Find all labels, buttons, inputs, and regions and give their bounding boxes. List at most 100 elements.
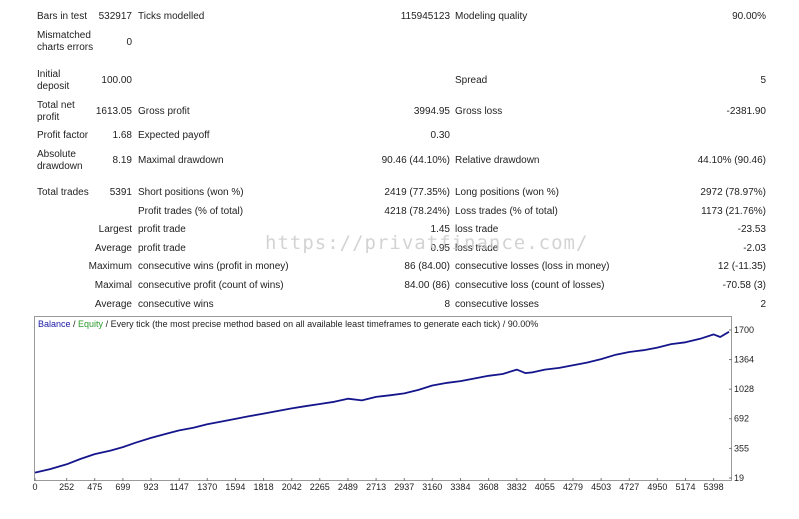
chart-title-rest: / Every tick (the most precise method ba…: [103, 319, 539, 329]
average-profit-label: profit trade: [138, 243, 186, 254]
x-tick-label: 5174: [675, 482, 695, 492]
total-trades-label: Total trades: [37, 187, 89, 198]
bars-in-test-value: 532917: [98, 11, 132, 22]
initial-deposit-value: 100.00: [101, 75, 132, 86]
chart-title: Balance / Equity / Every tick (the most …: [38, 319, 538, 329]
chart-title-sep: /: [70, 319, 79, 329]
avg-cons-wins-value: 8: [444, 299, 450, 310]
x-tick-label: 923: [144, 482, 159, 492]
x-tick-label: 3384: [450, 482, 470, 492]
y-tick-label: 1028: [734, 384, 754, 394]
mismatched-label: Mismatched charts errors: [37, 30, 94, 53]
relative-drawdown-label: Relative drawdown: [455, 155, 540, 166]
x-tick-label: 3608: [479, 482, 499, 492]
profit-factor-label: Profit factor: [37, 130, 89, 141]
spread-value: 5: [760, 75, 766, 86]
x-tick-label: 1594: [225, 482, 245, 492]
modeling-quality-value: 90.00%: [732, 11, 766, 22]
bars-in-test-label: Bars in test: [37, 11, 88, 22]
y-tick-label: 1700: [734, 325, 754, 335]
relative-drawdown-value: 44.10% (90.46): [697, 155, 766, 166]
spread-label: Spread: [455, 75, 488, 86]
x-tick-label: 2713: [366, 482, 386, 492]
ticks-modelled-value: 115945123: [400, 11, 450, 22]
average-label: Average: [94, 243, 132, 254]
maximum-label: Maximum: [88, 261, 132, 272]
maximal-label: Maximal: [94, 280, 132, 291]
absolute-drawdown-value: 8.19: [112, 155, 132, 166]
maximal-cons-loss-value: -70.58 (3): [722, 280, 766, 291]
profit-trades-value: 4218 (78.24%): [384, 206, 450, 217]
largest-label: Largest: [98, 224, 132, 235]
profit-trades-label: Profit trades (% of total): [138, 206, 244, 217]
x-tick-label: 4950: [647, 482, 667, 492]
average-profit-value: 0.95: [430, 243, 450, 254]
maximal-drawdown-value: 90.46 (44.10%): [381, 155, 450, 166]
x-tick-label: 2489: [338, 482, 358, 492]
loss-trades-value: 1173 (21.76%): [701, 206, 766, 217]
chart-plot-area: [34, 316, 732, 481]
x-tick-label: 2265: [310, 482, 330, 492]
gross-profit-label: Gross profit: [138, 106, 190, 117]
long-positions-label: Long positions (won %): [455, 187, 559, 198]
profit-factor-value: 1.68: [112, 130, 132, 141]
total-net-profit-label: Total net profit: [37, 100, 75, 123]
avg-cons-wins-label: consecutive wins: [138, 299, 214, 310]
total-trades-value: 5391: [109, 187, 132, 198]
x-tick-label: 3832: [507, 482, 527, 492]
y-tick-label: 1364: [734, 355, 754, 365]
x-tick-label: 4503: [591, 482, 611, 492]
x-tick-label: 1147: [170, 482, 189, 492]
largest-profit-value: 1.45: [430, 224, 450, 235]
y-tick-label: 355: [734, 443, 749, 453]
x-tick-label: 252: [59, 482, 74, 492]
short-positions-value: 2419 (77.35%): [384, 187, 450, 198]
watermark-text: https://privatfinance.com/: [265, 232, 589, 254]
modeling-quality-label: Modeling quality: [455, 11, 528, 22]
x-tick-label: 1818: [254, 482, 274, 492]
x-tick-label: 4055: [535, 482, 555, 492]
largest-loss-label: loss trade: [455, 224, 499, 235]
max-cons-wins-value: 86 (84.00): [404, 261, 450, 272]
ticks-modelled-label: Ticks modelled: [138, 11, 205, 22]
y-tick-label: 19: [734, 473, 744, 483]
y-tick-label: 692: [734, 414, 749, 424]
expected-payoff-value: 0.30: [430, 130, 450, 141]
mismatched-value: 0: [126, 37, 132, 48]
short-positions-label: Short positions (won %): [138, 187, 244, 198]
maximal-drawdown-label: Maximal drawdown: [138, 155, 224, 166]
absolute-drawdown-label: Absolute drawdown: [37, 149, 83, 172]
largest-profit-label: profit trade: [138, 224, 186, 235]
max-cons-wins-label: consecutive wins (profit in money): [138, 261, 289, 272]
largest-loss-value: -23.53: [737, 224, 766, 235]
x-tick-label: 2042: [282, 482, 302, 492]
maximal-cons-profit-value: 84.00 (86): [404, 280, 450, 291]
balance-line: [34, 331, 730, 474]
initial-deposit-label: Initial deposit: [37, 69, 70, 92]
x-tick-label: 2937: [394, 482, 414, 492]
average-loss-label: loss trade: [455, 243, 499, 254]
max-cons-losses-value: 12 (-11.35): [717, 261, 766, 272]
long-positions-value: 2972 (78.97%): [700, 187, 766, 198]
x-tick-label: 4727: [619, 482, 639, 492]
average-loss-value: -2.03: [743, 243, 766, 254]
maximal-cons-loss-label: consecutive loss (count of losses): [455, 280, 605, 291]
gross-loss-label: Gross loss: [455, 106, 503, 117]
maximal-cons-profit-label: consecutive profit (count of wins): [138, 280, 284, 291]
expected-payoff-label: Expected payoff: [138, 130, 210, 141]
loss-trades-label: Loss trades (% of total): [455, 206, 558, 217]
x-tick-label: 0: [32, 482, 37, 492]
x-tick-label: 475: [87, 482, 102, 492]
avg-cons-losses-value: 2: [760, 299, 766, 310]
x-tick-label: 1370: [197, 482, 217, 492]
gross-loss-value: -2381.90: [726, 106, 766, 117]
total-net-profit-value: 1613.05: [95, 106, 132, 117]
max-cons-losses-label: consecutive losses (loss in money): [455, 261, 610, 272]
avg-cons-losses-label: consecutive losses: [455, 299, 539, 310]
gross-profit-value: 3994.95: [413, 106, 450, 117]
x-tick-label: 4279: [563, 482, 583, 492]
x-tick-label: 5398: [704, 482, 724, 492]
x-tick-label: 3160: [422, 482, 442, 492]
average2-label: Average: [94, 299, 132, 310]
